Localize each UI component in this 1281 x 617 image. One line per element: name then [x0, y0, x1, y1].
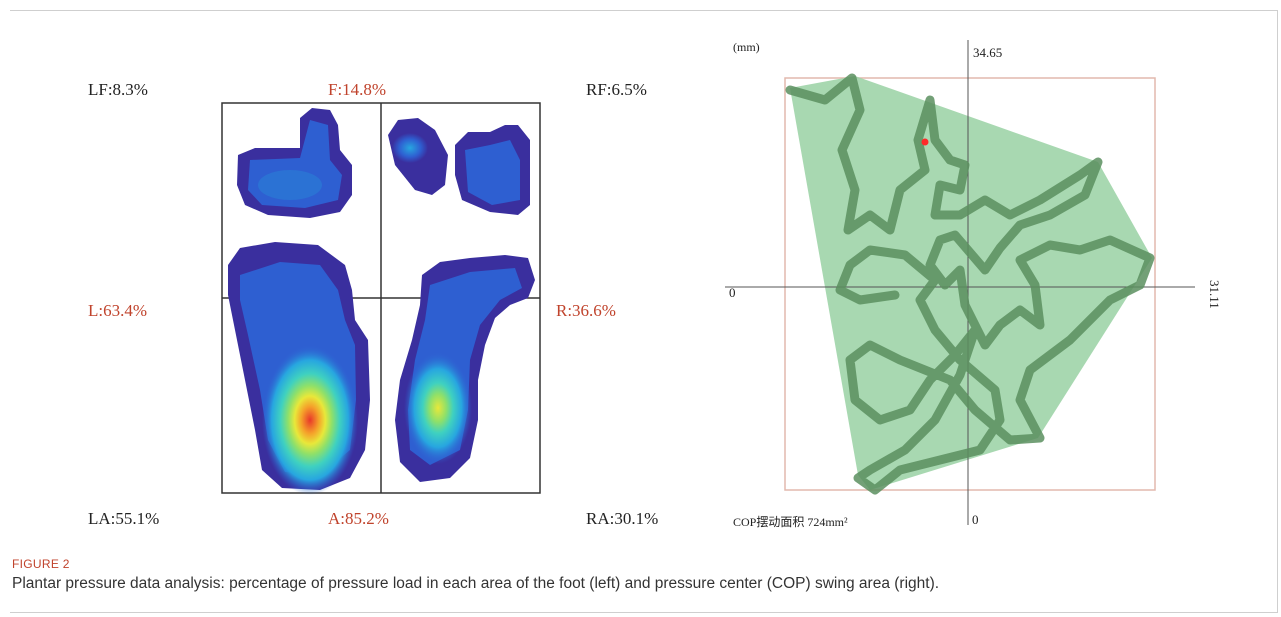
figure-frame	[10, 10, 1278, 613]
cop-plot	[725, 40, 1195, 525]
cop-left-zero: 0	[729, 285, 736, 300]
right-foot-rearfoot-heatmap	[395, 255, 535, 482]
figure-tag: FIGURE 2	[12, 557, 70, 571]
label-right-rearfoot: RA:30.1%	[586, 509, 659, 528]
label-right: R:36.6%	[556, 301, 616, 320]
cop-unit-label: (mm)	[733, 40, 760, 54]
left-foot-forefoot-heatmap	[237, 108, 352, 218]
cop-top-value: 34.65	[973, 45, 1003, 60]
right-foot-forefoot-heatmap	[388, 118, 530, 215]
label-left-forefoot: LF:8.3%	[88, 80, 148, 99]
figure-caption: Plantar pressure data analysis: percenta…	[12, 575, 940, 592]
label-right-forefoot: RF:6.5%	[586, 80, 647, 99]
label-left-rearfoot: LA:55.1%	[88, 509, 160, 528]
cop-bounding-box	[784, 77, 1156, 491]
cop-bottom-zero: 0	[972, 512, 979, 527]
label-rearfoot: A:85.2%	[328, 509, 389, 528]
cop-swing-area	[790, 76, 1152, 490]
cop-right-value: 31.11	[1207, 280, 1222, 309]
cop-area-label: COP摆动面积 724mm²	[733, 515, 848, 529]
label-forefoot: F:14.8%	[328, 80, 387, 99]
cop-trace	[785, 73, 1155, 495]
left-foot-rearfoot-heatmap	[228, 242, 370, 495]
cop-center-point	[921, 138, 929, 146]
label-left: L:63.4%	[88, 301, 148, 320]
